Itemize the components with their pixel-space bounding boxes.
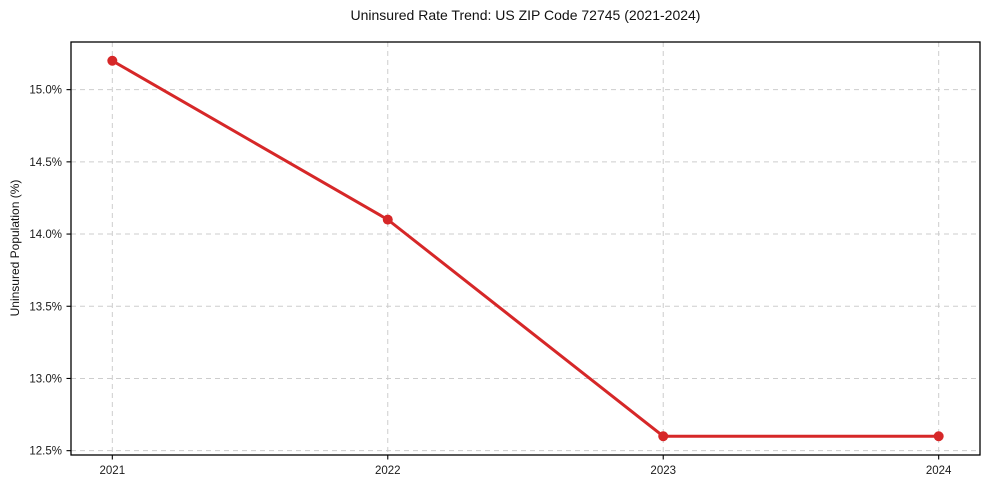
x-tick-label: 2021 bbox=[100, 465, 126, 477]
data-point-2024 bbox=[933, 431, 944, 442]
y-tick-label: 14.5% bbox=[29, 157, 62, 169]
x-tick-label: 2023 bbox=[650, 465, 676, 477]
chart-title: Uninsured Rate Trend: US ZIP Code 72745 … bbox=[350, 7, 701, 23]
x-tick-label: 2022 bbox=[375, 465, 401, 477]
x-tick-label: 2024 bbox=[926, 465, 952, 477]
trend-line bbox=[110, 59, 941, 438]
plot-border bbox=[70, 41, 981, 456]
data-point-2022 bbox=[382, 214, 393, 225]
data-point-2023 bbox=[658, 431, 669, 442]
y-tick-label: 13.0% bbox=[29, 373, 62, 385]
y-tick-label: 14.0% bbox=[29, 229, 62, 241]
y-tick-label: 13.5% bbox=[29, 301, 62, 313]
data-point-2021 bbox=[107, 55, 118, 66]
y-tick-label: 15.0% bbox=[29, 85, 62, 97]
y-tick-label: 12.5% bbox=[29, 446, 62, 458]
